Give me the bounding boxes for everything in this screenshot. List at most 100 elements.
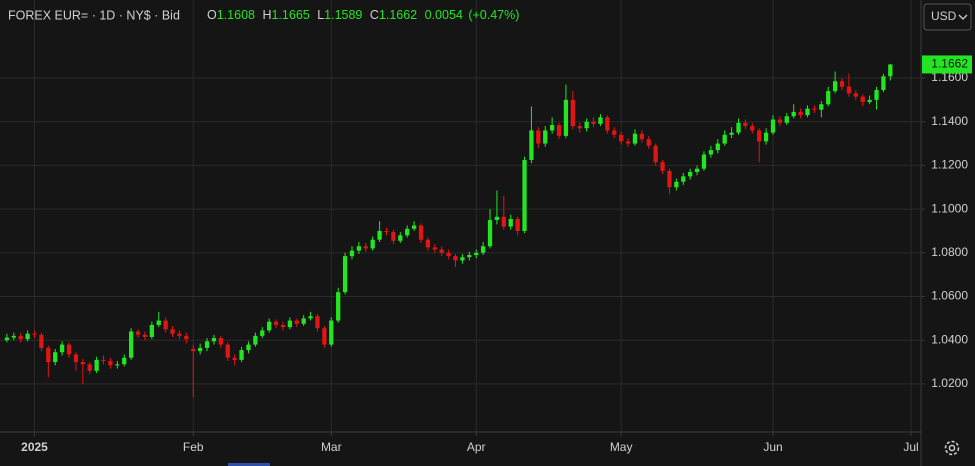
candle-body (784, 116, 789, 123)
candle-body (674, 181, 679, 188)
x-axis: 2025 Feb Mar Apr May Jun Jul (21, 432, 919, 454)
candle-body (612, 130, 617, 135)
candle-body (888, 64, 893, 77)
header: FOREX EUR= · 1D · NY$ · Bid O1.1608 H1.1… (8, 8, 519, 22)
candle-body (736, 122, 741, 133)
candle-body (681, 176, 686, 182)
candle-body (239, 350, 244, 360)
candle-body (225, 344, 230, 358)
low-value: 1.1589 (324, 8, 362, 22)
candle-body (577, 126, 582, 129)
candle-body (349, 250, 355, 257)
candle-body (59, 344, 65, 353)
candle-body (474, 252, 479, 256)
y-tick-label: 1.0600 (931, 289, 968, 303)
close-value: 1.1662 (379, 8, 417, 22)
candle-body (370, 239, 375, 249)
candle-body (729, 132, 734, 135)
candle-body (694, 168, 700, 172)
x-tick-label: Apr (467, 440, 486, 454)
y-tick-label: 1.1400 (931, 114, 968, 128)
candle-body (667, 170, 672, 188)
candle-body (591, 121, 596, 124)
x-tick-label: Feb (183, 440, 204, 454)
candle-body (336, 292, 341, 321)
candle-body (619, 134, 624, 142)
candle-body (142, 334, 148, 337)
candle-body (722, 134, 727, 144)
open-value: 1.1608 (217, 8, 255, 22)
candle-body (791, 111, 796, 117)
candle-body (570, 99, 575, 127)
candle-body (715, 143, 720, 151)
candle-body (308, 316, 313, 319)
candle-body (80, 362, 85, 365)
candle-body (405, 228, 410, 236)
candle-body (253, 335, 258, 345)
candle-body (688, 171, 693, 177)
candle-body (446, 252, 451, 257)
x-tick-label: May (610, 440, 633, 454)
candle-body (777, 119, 783, 123)
y-tick-label: 1.1000 (931, 201, 968, 215)
currency-label[interactable]: USD (931, 9, 957, 23)
gear-outer[interactable] (944, 440, 960, 456)
candle-body (867, 99, 872, 103)
candle-body (832, 81, 838, 92)
candle-body (32, 333, 37, 335)
currency-button-frame[interactable] (923, 3, 972, 31)
candle-body (184, 335, 189, 340)
candle-body (549, 124, 555, 131)
candle-body (556, 124, 562, 136)
candle-body (598, 117, 603, 124)
y-tick-label: 1.0800 (931, 245, 968, 259)
candle-body (798, 111, 803, 116)
candle-body (770, 119, 776, 133)
gear-inner[interactable] (948, 444, 956, 452)
last-price-label: 1.1662 (931, 57, 968, 71)
settings-button[interactable] (944, 440, 960, 456)
candle-body (246, 344, 251, 351)
candle-body (881, 76, 886, 91)
candle-body (839, 81, 845, 87)
candle-body (211, 338, 217, 342)
ohlc-readout: O1.1608 H1.1665 L1.1589 C1.1662 0.0054 (… (207, 8, 519, 22)
dropdown-caret[interactable] (958, 14, 968, 20)
high-letter: H (262, 8, 271, 22)
candle-body (701, 154, 707, 169)
candle-body (18, 335, 23, 340)
candle-body (108, 360, 113, 366)
candle-body (653, 145, 658, 163)
candle-body (191, 348, 196, 352)
candle-body (294, 320, 299, 324)
candle-body (646, 139, 651, 146)
candle-body (198, 347, 203, 352)
candle-body (432, 247, 437, 250)
candle-body (584, 121, 589, 129)
candle-body (66, 344, 72, 355)
candle-body (363, 246, 368, 249)
candle-body (73, 354, 79, 363)
y-tick-label: 1.1600 (931, 70, 968, 84)
x-tick-label: 2025 (21, 440, 48, 454)
candle-body (480, 246, 486, 253)
candle-body (267, 321, 272, 331)
x-tick-label: Jun (763, 440, 782, 454)
candle-body (763, 132, 769, 142)
high-value: 1.1665 (271, 8, 309, 22)
candle-body (101, 359, 106, 361)
change-percent: (+0.47%) (468, 8, 519, 22)
currency-button[interactable]: USD (923, 3, 972, 31)
candle-body (128, 331, 134, 358)
candle-body (743, 122, 748, 127)
candle-body (232, 357, 237, 360)
candle-body (411, 225, 417, 229)
candle-body (122, 357, 127, 365)
candle-body (322, 328, 327, 345)
candle-body (4, 337, 10, 341)
candle-body (25, 333, 30, 340)
candle-body (508, 218, 513, 227)
candle-body (398, 235, 403, 241)
close-letter: C (370, 8, 379, 22)
